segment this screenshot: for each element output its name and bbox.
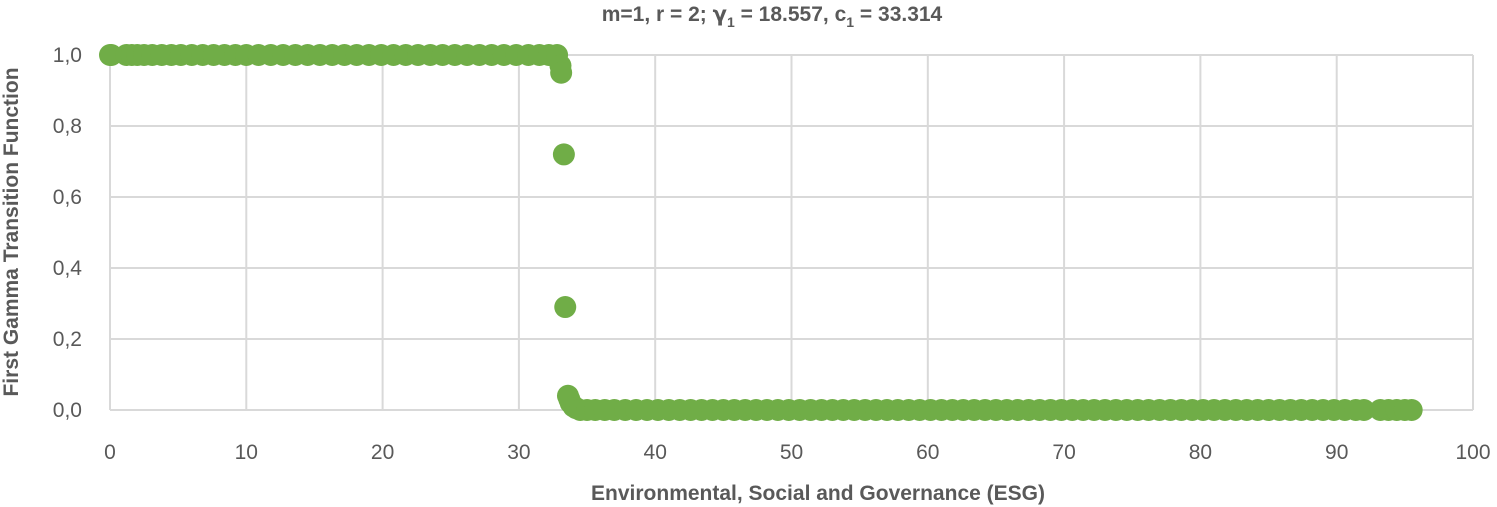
x-axis-title: Environmental, Social and Governance (ES… <box>591 482 1045 505</box>
x-tick-label: 70 <box>1052 441 1075 464</box>
x-tick-label: 50 <box>780 441 803 464</box>
title-c-subscript: 1 <box>846 14 854 30</box>
title-gamma-symbol: γ <box>713 2 727 26</box>
title-gamma-subscript: 1 <box>727 14 735 30</box>
data-point <box>1352 399 1375 421</box>
x-tick-label: 100 <box>1455 441 1490 464</box>
title-c-symbol: c <box>835 3 847 26</box>
x-tick-label: 20 <box>371 441 394 464</box>
data-point <box>550 61 573 84</box>
title-gamma-value: = 18.557, <box>735 3 835 26</box>
y-tick-label: 0,4 <box>53 257 83 280</box>
data-point <box>552 143 575 166</box>
gridlines <box>109 54 1474 411</box>
x-tick-label: 0 <box>104 441 116 464</box>
chart-title: m=1, r = 2; γ1 = 18.557, c1 = 33.314 <box>602 2 943 30</box>
x-tick-label: 90 <box>1325 441 1348 464</box>
x-tick-label: 40 <box>644 441 667 464</box>
x-tick-label: 10 <box>235 441 258 464</box>
title-c-value: = 33.314 <box>854 3 942 26</box>
y-tick-label: 0,0 <box>53 399 82 422</box>
data-point <box>1400 399 1423 421</box>
x-tick-label: 80 <box>1189 441 1212 464</box>
y-tick-labels: 0,0 0,2 0,4 0,6 0,8 1,0 <box>53 44 83 422</box>
y-tick-label: 1,0 <box>53 44 82 67</box>
x-tick-labels: 0 10 20 30 40 50 60 70 80 90 100 <box>104 441 1490 464</box>
x-tick-label: 30 <box>507 441 530 464</box>
x-tick-label: 60 <box>916 441 939 464</box>
data-point <box>554 296 577 319</box>
y-tick-label: 0,8 <box>53 115 82 138</box>
data-markers <box>99 44 1423 421</box>
y-tick-label: 0,2 <box>53 328 82 351</box>
y-tick-label: 0,6 <box>53 186 82 209</box>
title-prefix: m=1, r = 2; <box>602 3 713 26</box>
y-axis-title: First Gamma Transition Function <box>0 67 23 396</box>
